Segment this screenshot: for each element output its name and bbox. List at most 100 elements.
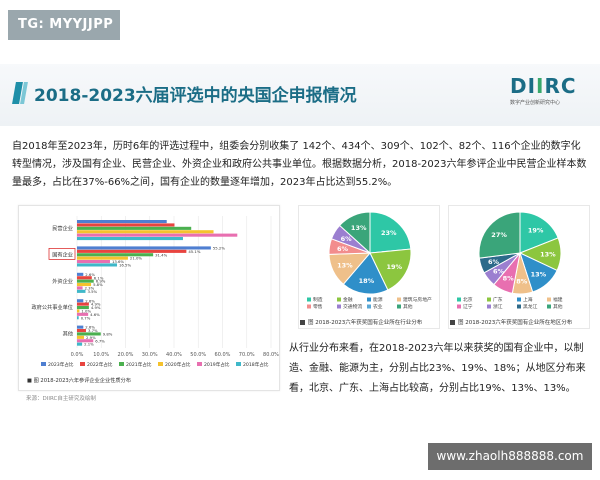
legend-swatch bbox=[547, 297, 551, 302]
legend-swatch bbox=[487, 297, 491, 302]
legend-swatch bbox=[41, 362, 46, 366]
bar bbox=[77, 279, 94, 283]
source-note: 来源：DIIRC自主研究及绘制 bbox=[26, 396, 96, 402]
bar bbox=[77, 312, 89, 316]
legend-swatch bbox=[307, 304, 311, 309]
bar-data-label: 2.3% bbox=[85, 286, 95, 291]
bar bbox=[77, 306, 89, 310]
legend-swatch bbox=[457, 304, 461, 309]
legend-label: 零售 bbox=[313, 303, 323, 310]
bar-data-label: 2.6% bbox=[85, 325, 95, 330]
pie-data-label: 6% bbox=[337, 245, 349, 253]
bar bbox=[77, 253, 154, 257]
legend-label: 能源 bbox=[373, 296, 383, 303]
bar bbox=[77, 299, 84, 303]
category-label: 政府公共事业单位 bbox=[31, 303, 73, 311]
legend-label: 金融 bbox=[343, 296, 353, 303]
legend-label: 2023年占比 bbox=[48, 361, 74, 368]
region-pie-panel: 19% 13% 13% 8% 8% 6% 6% 27% 北京 广东 上海 福建 辽宁 浙江 黑龙江 其他 bbox=[448, 205, 590, 329]
pie-data-label: 13% bbox=[531, 270, 547, 278]
legend-label: 福建 bbox=[553, 296, 563, 303]
logo-subtitle: 数字产业创新研究中心 bbox=[510, 100, 561, 106]
diirc-logo: DIIRC 数字产业创新研究中心 bbox=[510, 74, 586, 114]
bar bbox=[77, 272, 84, 276]
bar bbox=[77, 260, 110, 264]
bar bbox=[77, 286, 83, 290]
category-label: 其他 bbox=[63, 330, 73, 338]
legend-swatch bbox=[337, 304, 341, 309]
pie-data-label: 13% bbox=[337, 262, 353, 270]
bar bbox=[77, 329, 86, 333]
x-tick-label: 10.0% bbox=[93, 352, 109, 358]
pie-data-label: 6% bbox=[341, 235, 353, 243]
x-tick-label: 70.0% bbox=[239, 352, 255, 358]
bar bbox=[77, 256, 128, 260]
x-tick-label: 60.0% bbox=[215, 352, 231, 358]
pie-data-label: 23% bbox=[381, 229, 397, 237]
legend-swatch bbox=[517, 297, 521, 302]
bar-data-label: 31.4% bbox=[155, 252, 167, 257]
industry-pie-caption: 图 2018-2023六年获奖国有企业所在行业分布 bbox=[300, 318, 422, 326]
bar bbox=[77, 276, 92, 280]
bar-data-label: 2.9% bbox=[86, 335, 96, 340]
pie-slice bbox=[342, 252, 389, 295]
bar-data-label: 55.2% bbox=[213, 246, 225, 251]
legend-label: 农业 bbox=[373, 303, 383, 310]
pie-data-label: 19% bbox=[387, 263, 403, 271]
bar-data-label: 4.9% bbox=[91, 305, 101, 310]
intro-paragraph: 自2018年至2023年，历时6年的评选过程中，组委会分别收集了 142个、43… bbox=[12, 141, 587, 188]
region-pie-caption: 图 2018-2023六年获奖国有企业所在地区分布 bbox=[450, 318, 572, 326]
legend-swatch bbox=[397, 304, 401, 309]
page-title: 2018-2023六届评选中的央国企申报情况 bbox=[34, 86, 357, 106]
pie-data-label: 8% bbox=[516, 277, 528, 285]
x-tick-label: 50.0% bbox=[190, 352, 206, 358]
legend-label: 2018年占比 bbox=[243, 361, 269, 368]
bar bbox=[77, 302, 89, 306]
ownership-bar-chart: 0.0% 10.0% 20.0% 30.0% 40.0% 50.0% 60.0% 70.0% 8… bbox=[27, 216, 279, 384]
category-label: 国有企业 bbox=[52, 250, 73, 258]
bar bbox=[77, 223, 175, 227]
bar-data-label: 5.8% bbox=[93, 282, 103, 287]
bar-data-label: 2.6% bbox=[85, 298, 95, 303]
legend-swatch bbox=[547, 304, 551, 309]
bar-data-label: 0.7% bbox=[81, 315, 91, 320]
page-header bbox=[0, 64, 600, 126]
pie-data-label: 18% bbox=[359, 277, 375, 285]
legend-swatch bbox=[367, 297, 371, 302]
bar bbox=[77, 325, 84, 329]
bar bbox=[77, 342, 83, 346]
legend-label: 2020年占比 bbox=[165, 361, 191, 368]
legend-label: 其他 bbox=[553, 303, 563, 310]
pie-slice bbox=[369, 248, 412, 291]
legend-swatch bbox=[307, 297, 311, 302]
x-tick-label: 40.0% bbox=[166, 352, 182, 358]
legend-label: 辽宁 bbox=[463, 303, 473, 310]
legend-swatch bbox=[487, 304, 491, 309]
bar-data-label: 3.5% bbox=[87, 289, 97, 294]
pie-data-label: 8% bbox=[503, 275, 515, 283]
legend-swatch bbox=[457, 297, 461, 302]
bar bbox=[77, 339, 94, 343]
legend-swatch bbox=[197, 362, 202, 366]
x-tick-label: 20.0% bbox=[118, 352, 134, 358]
watermark-top-left: TG: MYYJJPP bbox=[8, 10, 120, 40]
pie-data-label: 13% bbox=[540, 250, 556, 258]
category-label: 民营企业 bbox=[52, 224, 73, 232]
legend-label: 2022年占比 bbox=[87, 361, 113, 368]
legend-swatch bbox=[236, 362, 241, 366]
category-label: 外资企业 bbox=[52, 277, 73, 285]
legend-label: 交通物流 bbox=[343, 303, 362, 310]
legend-label: 广东 bbox=[493, 296, 503, 303]
x-tick-label: 30.0% bbox=[142, 352, 158, 358]
bar bbox=[77, 246, 211, 250]
legend-label: 其他 bbox=[403, 303, 413, 310]
legend-label: 浙江 bbox=[493, 303, 503, 310]
bar-data-label: 2.6% bbox=[85, 272, 95, 277]
bar bbox=[77, 316, 79, 320]
ownership-bar-chart-panel: 0.0% 10.0% 20.0% 30.0% 40.0% 50.0% 60.0% 70.0% 8… bbox=[18, 205, 280, 391]
legend-swatch bbox=[119, 362, 124, 366]
pie-slice bbox=[478, 211, 521, 259]
bar-data-label: 45.1% bbox=[188, 249, 200, 254]
bar bbox=[77, 226, 192, 230]
